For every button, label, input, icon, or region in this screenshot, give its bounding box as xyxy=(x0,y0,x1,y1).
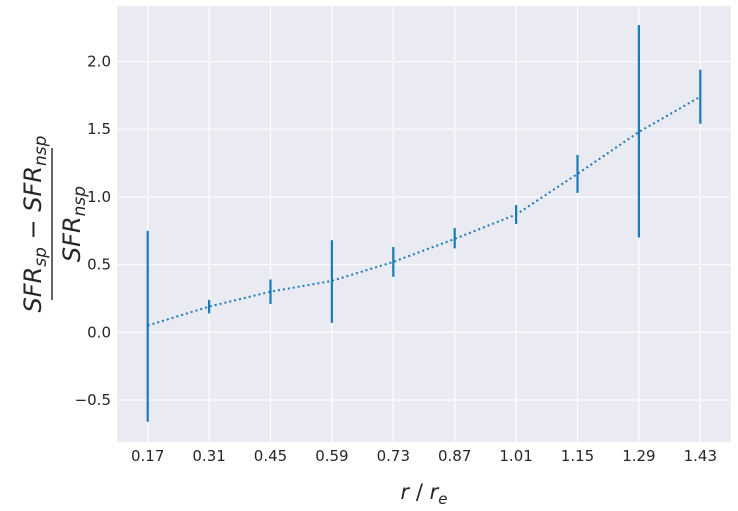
plot-background xyxy=(117,6,731,442)
x-tick-label: 1.01 xyxy=(499,447,532,465)
x-axis-label: r / re xyxy=(401,480,448,508)
x-tick-label: 1.29 xyxy=(622,447,655,465)
x-label-r: r xyxy=(401,480,411,504)
data-layer xyxy=(146,24,702,422)
x-tick-label: 0.73 xyxy=(377,447,410,465)
y-num-b-sub: nsp xyxy=(31,135,51,166)
x-tick-label: 0.87 xyxy=(438,447,471,465)
x-tick-label: 1.15 xyxy=(561,447,594,465)
y-num-a-sub: sp xyxy=(31,247,51,267)
x-label-re-sub: e xyxy=(438,490,447,508)
y-tick-label: 1.0 xyxy=(87,188,111,206)
y-den-b: SFR xyxy=(58,216,86,262)
y-label-denominator: SFRnsp xyxy=(58,186,90,262)
x-label-slash: / xyxy=(409,480,429,504)
y-tick-label: 2.0 xyxy=(87,53,111,71)
y-label-numerator: SFRsp − SFRnsp xyxy=(19,135,51,312)
y-num-minus: − xyxy=(19,212,47,247)
x-tick-label: 0.59 xyxy=(315,447,348,465)
y-tick-label: 0.5 xyxy=(87,256,111,274)
x-tick-label: 0.31 xyxy=(192,447,225,465)
y-axis-label: SFRsp − SFRnsp SFRnsp xyxy=(19,135,90,312)
y-tick-label: 0.0 xyxy=(87,323,111,341)
x-tick-label: 0.45 xyxy=(254,447,287,465)
y-num-a: SFR xyxy=(19,267,47,313)
x-tick-label: 1.43 xyxy=(684,447,717,465)
y-den-b-sub: nsp xyxy=(70,186,90,217)
series-line xyxy=(147,95,701,327)
x-tick-label: 0.17 xyxy=(131,447,164,465)
x-label-re: r xyxy=(430,480,440,504)
tick-labels: 0.17 0.31 0.45 0.59 0.73 0.87 1.01 1.15 1.29 1.43… xyxy=(75,53,717,465)
y-num-b: SFR xyxy=(19,166,47,212)
y-tick-label: 1.5 xyxy=(87,120,111,138)
y-tick-label: −0.5 xyxy=(75,391,111,409)
